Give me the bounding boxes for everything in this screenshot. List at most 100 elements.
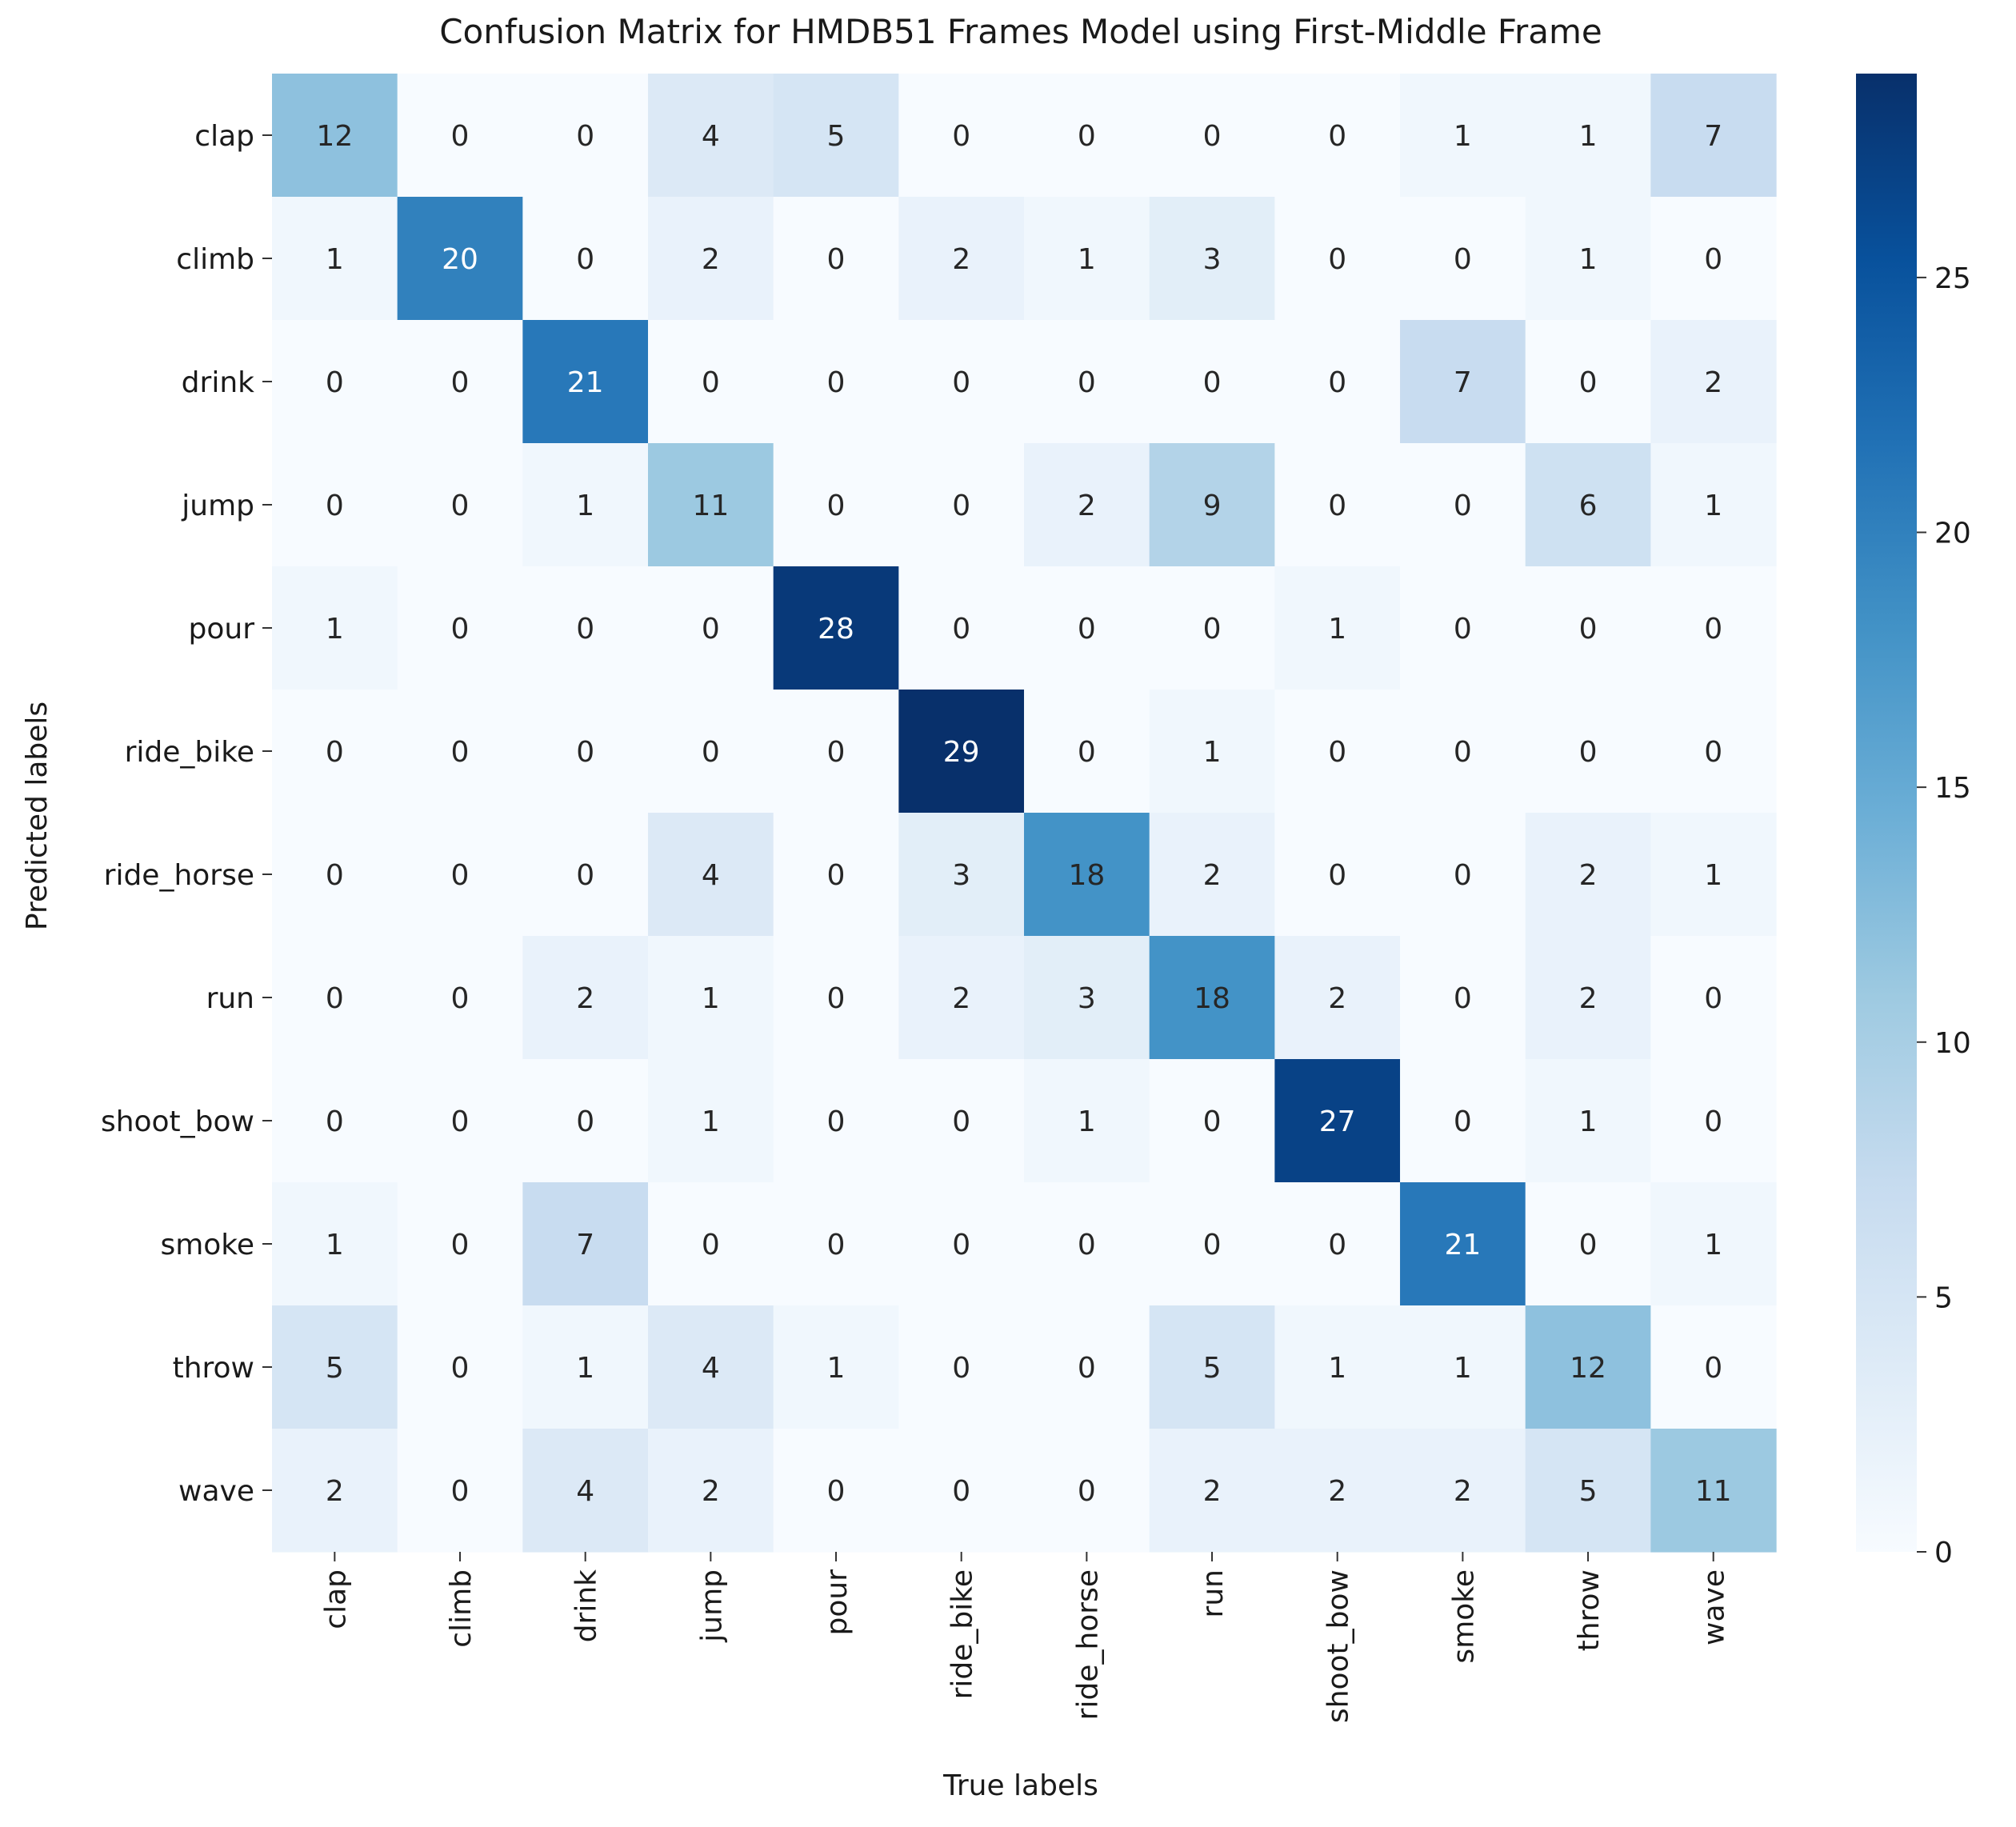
heatmap-cell-pour-ride_bike xyxy=(898,566,1025,690)
cell-value-label: 0 xyxy=(952,366,970,399)
colorbar-tick-label: 10 xyxy=(1934,1027,1971,1060)
cell-value-label: 1 xyxy=(326,1229,344,1261)
y-tick-label: smoke xyxy=(160,1229,254,1261)
cell-value-label: 0 xyxy=(326,490,344,522)
x-tick-label: drink xyxy=(570,1569,603,1642)
x-tick-label: jump xyxy=(695,1569,728,1643)
cell-value-label: 0 xyxy=(1078,1475,1096,1508)
cell-value-label: 0 xyxy=(1078,120,1096,153)
cell-value-label: 1 xyxy=(1454,1352,1472,1385)
heatmap-cell-smoke-clap xyxy=(272,1182,398,1306)
heatmap-cell-clap-climb xyxy=(397,74,523,198)
heatmap-cell-jump-run xyxy=(1149,443,1275,567)
cell-value-label: 2 xyxy=(1454,1475,1472,1508)
heatmap-cell-shoot_bow-pour xyxy=(773,1059,899,1183)
heatmap-cell-ride_horse-jump xyxy=(648,813,774,937)
heatmap-cell-ride_bike-throw xyxy=(1525,690,1651,814)
cell-value-label: 2 xyxy=(952,243,970,276)
y-tick-label: drink xyxy=(182,366,254,399)
heatmap-cell-throw-pour xyxy=(773,1305,899,1429)
x-tick-label: shoot_bow xyxy=(1322,1569,1355,1723)
heatmap-cell-run-drink xyxy=(522,936,649,1060)
cell-value-label: 1 xyxy=(702,982,720,1015)
heatmap-cell-ride_horse-smoke xyxy=(1400,813,1526,937)
heatmap-cell-jump-throw xyxy=(1525,443,1651,567)
heatmap-cell-climb-run xyxy=(1149,197,1275,321)
cell-value-label: 0 xyxy=(576,613,594,646)
y-axis-label: Predicted labels xyxy=(21,702,54,930)
cell-value-label: 0 xyxy=(576,120,594,153)
heatmap-cell-ride_horse-pour xyxy=(773,813,899,937)
cell-value-label: 7 xyxy=(576,1229,594,1261)
heatmap-cell-smoke-ride_horse xyxy=(1024,1182,1150,1306)
cell-value-label: 0 xyxy=(1203,120,1222,153)
heatmap-cell-clap-clap xyxy=(272,74,398,198)
cell-value-label: 0 xyxy=(1328,243,1346,276)
cell-value-label: 1 xyxy=(1328,1352,1346,1385)
cell-value-label: 0 xyxy=(827,243,846,276)
cell-value-label: 21 xyxy=(1444,1229,1481,1261)
heatmap-cell-clap-drink xyxy=(522,74,649,198)
heatmap-cell-wave-shoot_bow xyxy=(1274,1429,1401,1553)
cell-value-label: 1 xyxy=(326,243,344,276)
heatmap-cell-shoot_bow-ride_horse xyxy=(1024,1059,1150,1183)
cell-value-label: 0 xyxy=(952,490,970,522)
heatmap-cell-throw-run xyxy=(1149,1305,1275,1429)
heatmap-cell-drink-throw xyxy=(1525,320,1651,444)
heatmap-cell-jump-ride_horse xyxy=(1024,443,1150,567)
cell-value-label: 2 xyxy=(702,243,720,276)
cell-value-label: 1 xyxy=(827,1352,846,1385)
cell-value-label: 0 xyxy=(451,1105,470,1138)
cell-value-label: 0 xyxy=(451,1352,470,1385)
colorbar-tick-label: 15 xyxy=(1934,772,1971,805)
y-axis-ticks: clap climb drink jump pour ride_bike ride_hors… xyxy=(101,120,272,1508)
heatmap-cell-ride_horse-throw xyxy=(1525,813,1651,937)
heatmap-cell-jump-wave xyxy=(1650,443,1777,567)
heatmap-cell-ride_horse-shoot_bow xyxy=(1274,813,1401,937)
heatmap-cell-ride_horse-wave xyxy=(1650,813,1777,937)
x-tick-label: run xyxy=(1197,1569,1230,1617)
cell-value-label: 3 xyxy=(1078,982,1096,1015)
cell-value-label: 0 xyxy=(1328,366,1346,399)
cell-value-label: 5 xyxy=(827,120,846,153)
cell-value-label: 0 xyxy=(1704,613,1722,646)
cell-value-label: 0 xyxy=(702,613,720,646)
cell-value-label: 2 xyxy=(1579,982,1598,1015)
cell-value-label: 0 xyxy=(952,1105,970,1138)
x-tick-label: clap xyxy=(319,1569,352,1629)
cell-value-label: 2 xyxy=(1579,859,1598,892)
cell-value-label: 0 xyxy=(1704,1105,1722,1138)
heatmap-cell-throw-wave xyxy=(1650,1305,1777,1429)
heatmap-cell-climb-jump xyxy=(648,197,774,321)
cell-value-label: 0 xyxy=(451,613,470,646)
heatmap-cell-drink-smoke xyxy=(1400,320,1526,444)
cell-value-label: 2 xyxy=(1704,366,1722,399)
heatmap-cell-clap-shoot_bow xyxy=(1274,74,1401,198)
cell-value-label: 0 xyxy=(1203,1229,1222,1261)
y-tick-label: shoot_bow xyxy=(101,1105,254,1138)
cell-value-label: 0 xyxy=(827,1475,846,1508)
cell-value-label: 0 xyxy=(1328,490,1346,522)
cell-value-label: 12 xyxy=(316,120,353,153)
cell-value-label: 0 xyxy=(1579,366,1598,399)
heatmap-cell-clap-wave xyxy=(1650,74,1777,198)
heatmap-cell-ride_bike-clap xyxy=(272,690,398,814)
heatmap-cell-throw-shoot_bow xyxy=(1274,1305,1401,1429)
heatmap-cell-climb-smoke xyxy=(1400,197,1526,321)
heatmap-cell-shoot_bow-run xyxy=(1149,1059,1275,1183)
heatmap-cell-ride_bike-ride_horse xyxy=(1024,690,1150,814)
cell-value-label: 0 xyxy=(1078,613,1096,646)
heatmap-cell-clap-ride_bike xyxy=(898,74,1025,198)
heatmap-cell-clap-smoke xyxy=(1400,74,1526,198)
cell-value-label: 1 xyxy=(1078,1105,1096,1138)
cell-value-label: 0 xyxy=(326,1105,344,1138)
heatmap-cell-shoot_bow-smoke xyxy=(1400,1059,1526,1183)
heatmap-cell-ride_horse-run xyxy=(1149,813,1275,937)
heatmap-cell-ride_horse-climb xyxy=(397,813,523,937)
cell-value-label: 0 xyxy=(827,1229,846,1261)
heatmap-cell-jump-clap xyxy=(272,443,398,567)
cell-value-label: 0 xyxy=(1454,613,1472,646)
heatmap-cell-pour-wave xyxy=(1650,566,1777,690)
heatmap-cell-wave-throw xyxy=(1525,1429,1651,1553)
